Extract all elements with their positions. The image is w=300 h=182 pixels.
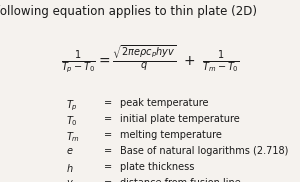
Text: =: = bbox=[104, 130, 112, 140]
Text: $\frac{1}{T_p - T_0} = \frac{\sqrt{2\pi e\rho c_p h y v}}{q}\ +\ \frac{1}{T_m - : $\frac{1}{T_p - T_0} = \frac{\sqrt{2\pi … bbox=[61, 44, 239, 75]
Text: Base of natural logarithms (2.718): Base of natural logarithms (2.718) bbox=[120, 146, 288, 156]
Text: peak temperature: peak temperature bbox=[120, 98, 208, 108]
Text: melting temperature: melting temperature bbox=[120, 130, 222, 140]
Text: distance from fusion line: distance from fusion line bbox=[120, 178, 241, 182]
Text: $T_m$: $T_m$ bbox=[66, 130, 80, 144]
Text: $T_p$: $T_p$ bbox=[66, 98, 78, 113]
Text: =: = bbox=[104, 146, 112, 156]
Text: $T_0$: $T_0$ bbox=[66, 114, 78, 128]
Text: =: = bbox=[104, 114, 112, 124]
Text: $y$: $y$ bbox=[66, 178, 74, 182]
Text: =: = bbox=[104, 178, 112, 182]
Text: initial plate temperature: initial plate temperature bbox=[120, 114, 240, 124]
Text: plate thickness: plate thickness bbox=[120, 162, 194, 172]
Text: =: = bbox=[104, 98, 112, 108]
Text: =: = bbox=[104, 162, 112, 172]
Text: The following equation applies to thin plate (2D): The following equation applies to thin p… bbox=[0, 5, 257, 18]
Text: $h$: $h$ bbox=[66, 162, 74, 174]
Text: $e$: $e$ bbox=[66, 146, 74, 156]
